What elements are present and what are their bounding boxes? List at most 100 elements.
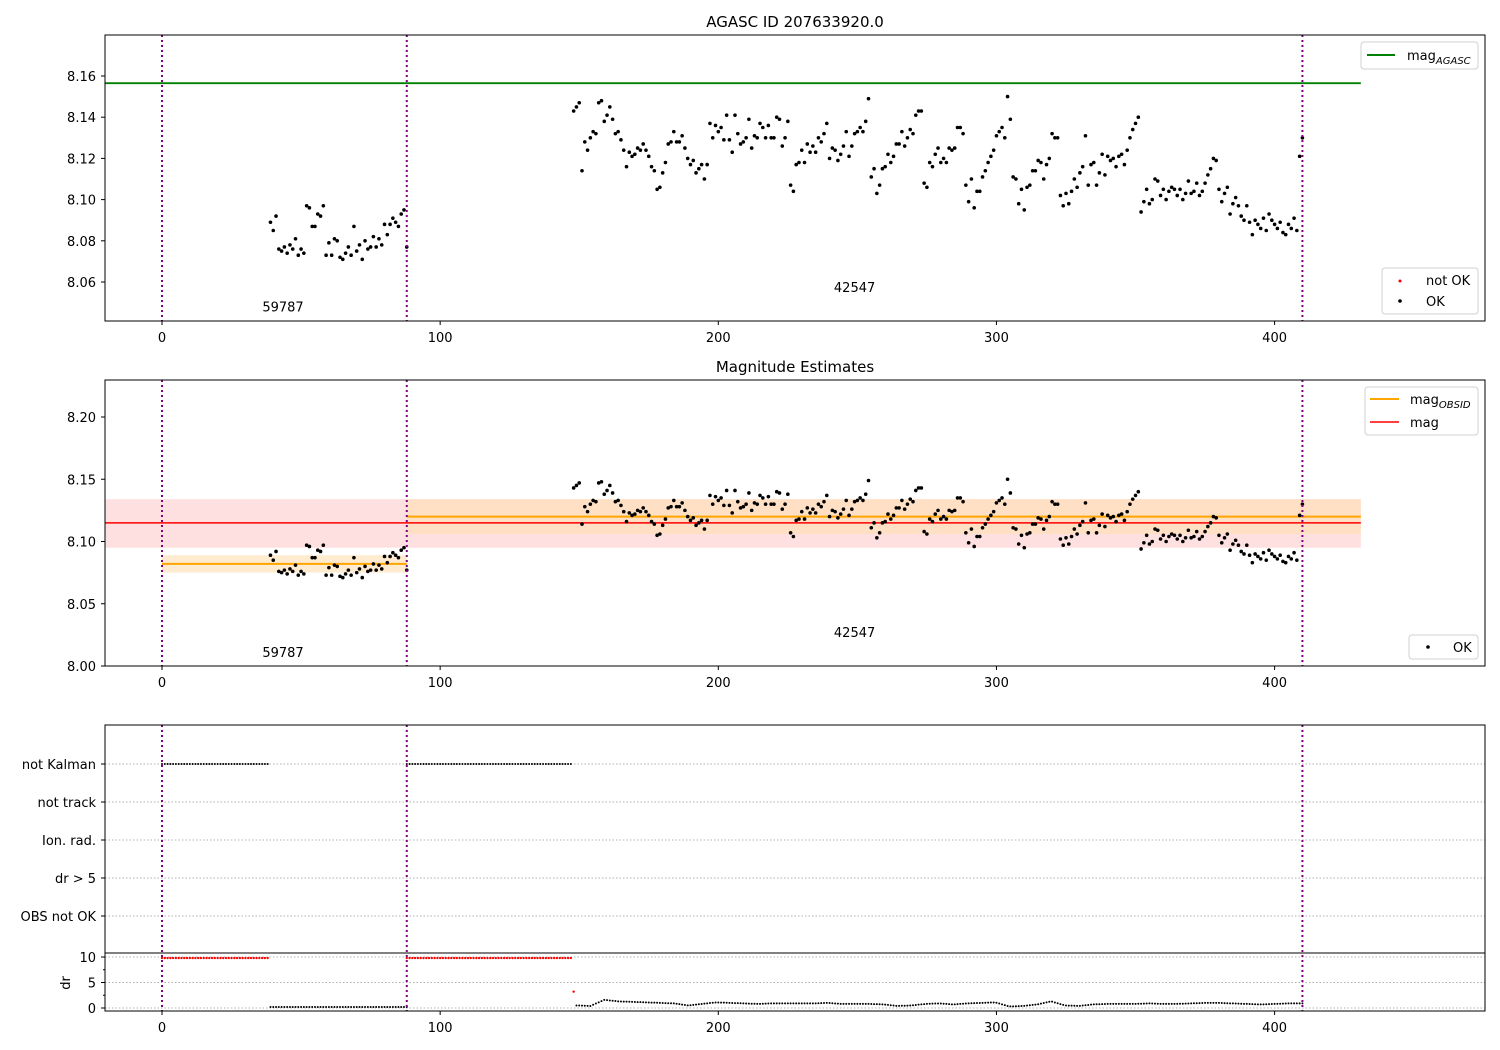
ok-point [1047, 156, 1052, 161]
dr-not-ok-point [224, 956, 228, 960]
not-kalman-flag [508, 763, 511, 765]
dr-ok-point [912, 1004, 915, 1007]
dr-ok-point [592, 1003, 595, 1006]
ok-point [1019, 533, 1024, 538]
not-kalman-flag [544, 763, 547, 765]
dr-ok-point [834, 1002, 837, 1005]
ok-point [655, 187, 659, 192]
dr-ok-point [269, 1005, 272, 1008]
ok-point [1089, 162, 1093, 167]
ok-point [1133, 493, 1138, 498]
ok-point [293, 236, 298, 241]
not-kalman-flag [555, 763, 558, 765]
ok-point [747, 117, 751, 122]
not-kalman-flag [464, 763, 467, 765]
ok-point [599, 479, 604, 484]
dr-not-ok-point [202, 956, 205, 960]
dr-not-ok-point [441, 956, 445, 960]
ok-point [933, 512, 938, 516]
ok-point [649, 519, 654, 524]
dr-ok-point [1123, 1002, 1126, 1005]
ok-point [977, 189, 982, 194]
ok-point [343, 251, 348, 255]
ok-point [836, 158, 840, 163]
ok-point [1244, 543, 1249, 548]
ok-point [1002, 136, 1007, 140]
ok-point [343, 572, 348, 576]
dr-not-ok-point [266, 956, 269, 960]
dr-ok-point [341, 1005, 344, 1008]
ok-point [1233, 195, 1238, 200]
dr-ok-point [750, 1002, 753, 1005]
ok-point [991, 148, 996, 152]
dr-ok-point [850, 1002, 853, 1005]
ok-point [1158, 537, 1163, 541]
ok-point [1281, 559, 1285, 564]
dr-not-ok-point [550, 956, 553, 960]
dr-not-ok-point [247, 956, 250, 960]
ok-point [808, 511, 812, 515]
dr-not-ok-point [433, 956, 436, 960]
dr-not-ok-point [475, 956, 478, 960]
ok-point [1039, 160, 1043, 165]
dr-ok-point [753, 1002, 756, 1005]
ok-point [379, 243, 384, 247]
ok-point [919, 486, 924, 490]
dr-ok-point [302, 1005, 305, 1008]
dr-ok-point [1240, 1002, 1243, 1005]
dr-ok-point [975, 1002, 978, 1005]
ok-point [282, 568, 287, 572]
dr-ok-point [770, 1002, 773, 1005]
ok-point [794, 162, 798, 167]
ok-point [1147, 542, 1152, 546]
ok-point [705, 518, 709, 523]
ok-point [274, 214, 278, 218]
ok-point [290, 569, 295, 574]
obsid-annotation: 59787 [262, 301, 303, 316]
dr-ok-point [628, 1000, 631, 1003]
not-kalman-flag [511, 763, 514, 765]
ok-point [646, 154, 651, 159]
dr-ok-point [903, 1004, 906, 1007]
ok-point [969, 177, 974, 181]
dr-not-ok-point [205, 956, 208, 960]
ok-point [277, 569, 281, 574]
dr-ok-point [736, 1002, 739, 1005]
ok-point [1186, 528, 1191, 533]
dr-ok-point [1067, 1004, 1070, 1007]
dr-not-ok-point [505, 956, 509, 960]
dr-ok-point [1056, 1002, 1059, 1005]
dr-ok-point [578, 1004, 581, 1007]
ok-point [1172, 533, 1177, 538]
dr-ok-point [661, 1001, 664, 1004]
dr-ok-point [925, 1002, 928, 1005]
dr-ok-point [731, 1001, 734, 1004]
ok-point [727, 503, 732, 508]
ok-point [1222, 191, 1227, 196]
not-kalman-flag [230, 763, 233, 765]
ok-point [1283, 232, 1288, 237]
ok-point [582, 140, 587, 144]
not-kalman-flag [180, 763, 183, 765]
ok-point [975, 189, 979, 194]
ok-point [1250, 560, 1255, 565]
ok-point [1053, 502, 1057, 506]
dr-ok-point [892, 1004, 895, 1007]
ok-point [1114, 519, 1118, 524]
y-tick-label: 8.16 [67, 70, 96, 85]
ok-point [927, 517, 932, 521]
ok-point [1206, 524, 1210, 529]
ok-point [1128, 502, 1132, 506]
ok-point [1175, 193, 1180, 198]
dr-ok-point [667, 1002, 670, 1005]
dr-ok-point [934, 1002, 937, 1005]
ok-point [1289, 557, 1294, 561]
ok-point [1105, 154, 1110, 159]
ok-point [274, 549, 278, 554]
dr-ok-point [1270, 1003, 1273, 1006]
dr-ok-point [1265, 1003, 1268, 1006]
ok-point [788, 530, 793, 535]
ok-point [719, 125, 723, 130]
dr-not-ok-point [413, 956, 417, 960]
